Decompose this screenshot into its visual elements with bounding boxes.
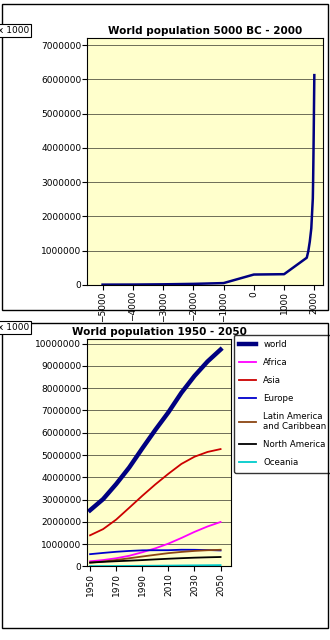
Title: World population 1950 - 2050: World population 1950 - 2050	[72, 327, 247, 337]
Legend: world, Africa, Asia, Europe, Latin America
and Caribbean, North America, Oceania: world, Africa, Asia, Europe, Latin Ameri…	[234, 335, 330, 472]
Text: x 1000: x 1000	[0, 26, 29, 35]
Title: World population 5000 BC - 2000: World population 5000 BC - 2000	[108, 26, 303, 36]
Text: x 1000: x 1000	[0, 323, 29, 332]
